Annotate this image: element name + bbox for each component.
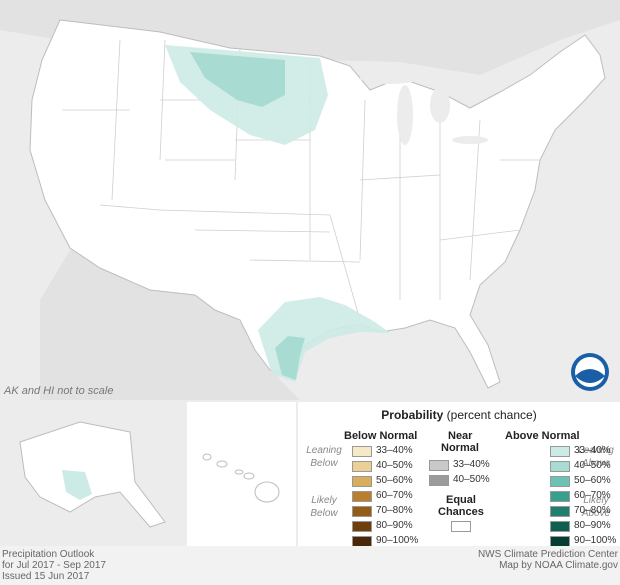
hawaii-inset xyxy=(187,402,296,546)
footer-credit-cpc: NWS Climate Prediction Center xyxy=(477,549,618,560)
leaning-above-2: Above xyxy=(581,458,611,469)
mexico-land xyxy=(40,250,300,400)
near-normal-swatch xyxy=(429,460,449,471)
footer-credit-climate-gov: Map by NOAA Climate.gov xyxy=(499,560,618,571)
footer-issued: Issued 15 Jun 2017 xyxy=(2,571,90,582)
legend-panel: Probability (percent chance) Below Norma… xyxy=(298,402,620,547)
canada-land xyxy=(0,0,620,75)
alaska-inset xyxy=(0,402,185,546)
below-normal-label: 60–70% xyxy=(376,490,413,501)
equal-chances-1: Equal xyxy=(446,494,476,506)
equal-chances-2: Chances xyxy=(438,506,484,518)
above-normal-label: 70–80% xyxy=(574,505,611,516)
above-normal-label: 90–100% xyxy=(574,535,617,546)
above-40-50-south-texas xyxy=(275,336,305,380)
below-normal-swatch xyxy=(352,461,372,472)
noaa-logo xyxy=(571,353,609,391)
likely-above-1: Likely xyxy=(583,495,609,506)
near-normal-label: 33–40% xyxy=(453,459,490,470)
scale-note: AK and HI not to scale xyxy=(4,385,114,397)
above-normal-label: 33–40% xyxy=(574,445,611,456)
near-normal-swatch xyxy=(429,475,449,486)
below-normal-swatch xyxy=(352,491,372,502)
above-normal-swatch xyxy=(550,506,570,517)
below-normal-label: 40–50% xyxy=(376,460,413,471)
legend-title-main: Probability xyxy=(381,408,444,422)
legend-title-sub: (percent chance) xyxy=(446,408,537,422)
above-normal-swatch xyxy=(550,491,570,502)
below-normal-swatch xyxy=(352,476,372,487)
likely-below-1: Likely xyxy=(311,495,337,506)
below-normal-swatch xyxy=(352,446,372,457)
below-normal-label: 70–80% xyxy=(376,505,413,516)
above-normal-header: Above Normal xyxy=(505,430,580,442)
footer-title: Precipitation Outlook xyxy=(2,549,95,560)
likely-below-label: Likely Below xyxy=(302,494,346,520)
leaning-above-label: Leaning Above xyxy=(574,444,618,470)
below-normal-swatch xyxy=(352,506,372,517)
below-normal-label: 80–90% xyxy=(376,520,413,531)
equal-chances-swatch xyxy=(451,521,471,532)
above-33-40-southeast-alaska xyxy=(62,470,92,500)
hawaii-map xyxy=(202,453,280,503)
below-normal-label: 90–100% xyxy=(376,535,419,546)
below-normal-swatch xyxy=(352,521,372,532)
above-normal-swatch xyxy=(550,521,570,532)
great-lakes xyxy=(360,72,488,145)
near-normal-header-2: Normal xyxy=(441,442,479,454)
leaning-below-2: Below xyxy=(310,458,338,469)
footer-period: for Jul 2017 - Sep 2017 xyxy=(2,560,106,571)
near-normal-label: 40–50% xyxy=(453,474,490,485)
likely-above-2: Above xyxy=(581,508,611,519)
likely-below-2: Below xyxy=(310,508,338,519)
alaska-land xyxy=(19,421,166,528)
above-normal-label: 50–60% xyxy=(574,475,611,486)
leaning-below-label: Leaning Below xyxy=(302,444,346,470)
below-normal-label: 33–40% xyxy=(376,445,413,456)
above-normal-swatch xyxy=(550,476,570,487)
above-normal-swatch xyxy=(550,461,570,472)
above-normal-label: 60–70% xyxy=(574,490,611,501)
conus-map xyxy=(0,0,620,400)
above-normal-label: 40–50% xyxy=(574,460,611,471)
alaska-map xyxy=(0,402,185,546)
near-normal-header-1: Near xyxy=(448,430,473,442)
above-normal-label: 80–90% xyxy=(574,520,611,531)
legend-title: Probability (percent chance) xyxy=(298,408,620,422)
likely-above-label: Likely Above xyxy=(574,494,618,520)
conus-land xyxy=(29,19,606,389)
above-40-50-north-dakota xyxy=(190,52,285,107)
hawaii-islands xyxy=(202,453,280,503)
leaning-below-1: Leaning xyxy=(306,445,342,456)
below-normal-label: 50–60% xyxy=(376,475,413,486)
footer: Precipitation Outlook for Jul 2017 - Sep… xyxy=(0,546,620,585)
leaning-above-1: Leaning xyxy=(578,445,614,456)
below-normal-header: Below Normal xyxy=(344,430,418,442)
above-normal-swatch xyxy=(550,446,570,457)
